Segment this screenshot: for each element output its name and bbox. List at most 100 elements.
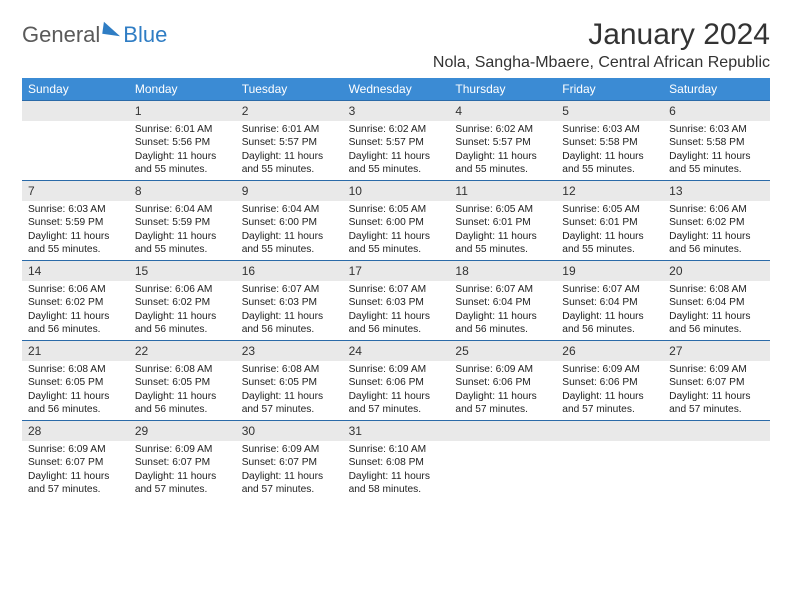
day-number-row: 21222324252627 (22, 341, 770, 361)
daylight-line-1: Daylight: 11 hours (242, 470, 337, 483)
sunset-line: Sunset: 6:05 PM (28, 376, 123, 389)
day-body-cell: Sunrise: 6:05 AMSunset: 6:01 PMDaylight:… (556, 201, 663, 260)
sunset-line: Sunset: 6:06 PM (455, 376, 550, 389)
sunrise-line: Sunrise: 6:07 AM (242, 283, 337, 296)
day-body-cell (663, 441, 770, 500)
daylight-line-1: Daylight: 11 hours (455, 310, 550, 323)
day-number-cell: 22 (129, 341, 236, 361)
daylight-line-2: and 56 minutes. (135, 403, 230, 416)
daylight-line-2: and 58 minutes. (349, 483, 444, 496)
day-body-row: Sunrise: 6:06 AMSunset: 6:02 PMDaylight:… (22, 281, 770, 340)
sunset-line: Sunset: 6:04 PM (562, 296, 657, 309)
day-number-cell: 3 (343, 101, 450, 121)
daylight-line-1: Daylight: 11 hours (242, 310, 337, 323)
day-body-cell: Sunrise: 6:06 AMSunset: 6:02 PMDaylight:… (129, 281, 236, 340)
daylight-line-2: and 56 minutes. (28, 403, 123, 416)
day-body-cell: Sunrise: 6:07 AMSunset: 6:04 PMDaylight:… (556, 281, 663, 340)
sunset-line: Sunset: 6:03 PM (349, 296, 444, 309)
daylight-line-2: and 55 minutes. (349, 243, 444, 256)
sunset-line: Sunset: 6:07 PM (28, 456, 123, 469)
sunrise-line: Sunrise: 6:02 AM (455, 123, 550, 136)
daylight-line-2: and 57 minutes. (135, 483, 230, 496)
sunrise-line: Sunrise: 6:09 AM (349, 363, 444, 376)
day-number-cell: 16 (236, 261, 343, 281)
daylight-line-1: Daylight: 11 hours (349, 470, 444, 483)
day-number-cell: 26 (556, 341, 663, 361)
daylight-line-1: Daylight: 11 hours (349, 390, 444, 403)
daylight-line-2: and 55 minutes. (455, 243, 550, 256)
calendar-table: SundayMondayTuesdayWednesdayThursdayFrid… (22, 78, 770, 500)
week-block: 14151617181920Sunrise: 6:06 AMSunset: 6:… (22, 260, 770, 340)
daylight-line-1: Daylight: 11 hours (669, 310, 764, 323)
day-number-cell: 4 (449, 101, 556, 121)
sunrise-line: Sunrise: 6:09 AM (455, 363, 550, 376)
sunset-line: Sunset: 6:06 PM (349, 376, 444, 389)
daylight-line-1: Daylight: 11 hours (562, 310, 657, 323)
day-body-cell: Sunrise: 6:02 AMSunset: 5:57 PMDaylight:… (449, 121, 556, 180)
day-number-cell: 7 (22, 181, 129, 201)
sunset-line: Sunset: 6:00 PM (242, 216, 337, 229)
sunrise-line: Sunrise: 6:01 AM (135, 123, 230, 136)
day-number-cell: 9 (236, 181, 343, 201)
daylight-line-1: Daylight: 11 hours (242, 150, 337, 163)
day-number-cell (663, 421, 770, 441)
logo-text-1: General (22, 22, 100, 48)
day-body-cell: Sunrise: 6:09 AMSunset: 6:06 PMDaylight:… (556, 361, 663, 420)
daylight-line-1: Daylight: 11 hours (455, 230, 550, 243)
day-body-cell: Sunrise: 6:05 AMSunset: 6:01 PMDaylight:… (449, 201, 556, 260)
daylight-line-1: Daylight: 11 hours (135, 470, 230, 483)
day-number-cell: 2 (236, 101, 343, 121)
sunset-line: Sunset: 6:04 PM (669, 296, 764, 309)
day-body-cell: Sunrise: 6:09 AMSunset: 6:07 PMDaylight:… (236, 441, 343, 500)
daylight-line-2: and 55 minutes. (28, 243, 123, 256)
day-body-cell: Sunrise: 6:08 AMSunset: 6:05 PMDaylight:… (129, 361, 236, 420)
sunset-line: Sunset: 6:02 PM (669, 216, 764, 229)
sunset-line: Sunset: 5:59 PM (28, 216, 123, 229)
day-body-cell (556, 441, 663, 500)
daylight-line-1: Daylight: 11 hours (669, 390, 764, 403)
day-body-cell: Sunrise: 6:09 AMSunset: 6:07 PMDaylight:… (22, 441, 129, 500)
day-number-cell: 10 (343, 181, 450, 201)
day-number-cell: 8 (129, 181, 236, 201)
sunset-line: Sunset: 6:02 PM (28, 296, 123, 309)
day-of-week-cell: Tuesday (236, 78, 343, 100)
daylight-line-2: and 57 minutes. (562, 403, 657, 416)
daylight-line-1: Daylight: 11 hours (28, 470, 123, 483)
day-body-cell: Sunrise: 6:02 AMSunset: 5:57 PMDaylight:… (343, 121, 450, 180)
sunset-line: Sunset: 5:57 PM (349, 136, 444, 149)
daylight-line-1: Daylight: 11 hours (135, 150, 230, 163)
daylight-line-1: Daylight: 11 hours (562, 390, 657, 403)
daylight-line-1: Daylight: 11 hours (28, 230, 123, 243)
day-number-cell: 1 (129, 101, 236, 121)
day-body-cell: Sunrise: 6:04 AMSunset: 6:00 PMDaylight:… (236, 201, 343, 260)
daylight-line-2: and 56 minutes. (242, 323, 337, 336)
day-body-cell (22, 121, 129, 180)
daylight-line-2: and 56 minutes. (28, 323, 123, 336)
daylight-line-2: and 56 minutes. (135, 323, 230, 336)
month-title: January 2024 (433, 18, 770, 52)
sunset-line: Sunset: 6:07 PM (669, 376, 764, 389)
day-body-cell: Sunrise: 6:08 AMSunset: 6:04 PMDaylight:… (663, 281, 770, 340)
daylight-line-1: Daylight: 11 hours (242, 230, 337, 243)
sunrise-line: Sunrise: 6:05 AM (349, 203, 444, 216)
day-number-cell: 12 (556, 181, 663, 201)
sunset-line: Sunset: 6:02 PM (135, 296, 230, 309)
day-number-cell: 17 (343, 261, 450, 281)
day-body-cell: Sunrise: 6:09 AMSunset: 6:06 PMDaylight:… (449, 361, 556, 420)
day-number-cell (449, 421, 556, 441)
sunrise-line: Sunrise: 6:08 AM (669, 283, 764, 296)
day-body-cell: Sunrise: 6:09 AMSunset: 6:07 PMDaylight:… (129, 441, 236, 500)
title-block: January 2024 Nola, Sangha-Mbaere, Centra… (433, 18, 770, 72)
sunset-line: Sunset: 5:57 PM (455, 136, 550, 149)
sunset-line: Sunset: 5:58 PM (562, 136, 657, 149)
sunset-line: Sunset: 6:06 PM (562, 376, 657, 389)
day-of-week-cell: Saturday (663, 78, 770, 100)
day-body-cell: Sunrise: 6:08 AMSunset: 6:05 PMDaylight:… (236, 361, 343, 420)
daylight-line-1: Daylight: 11 hours (135, 390, 230, 403)
day-number-cell: 6 (663, 101, 770, 121)
daylight-line-2: and 55 minutes. (669, 163, 764, 176)
day-number-cell: 5 (556, 101, 663, 121)
sunrise-line: Sunrise: 6:09 AM (242, 443, 337, 456)
sunset-line: Sunset: 6:07 PM (242, 456, 337, 469)
day-number-cell: 30 (236, 421, 343, 441)
